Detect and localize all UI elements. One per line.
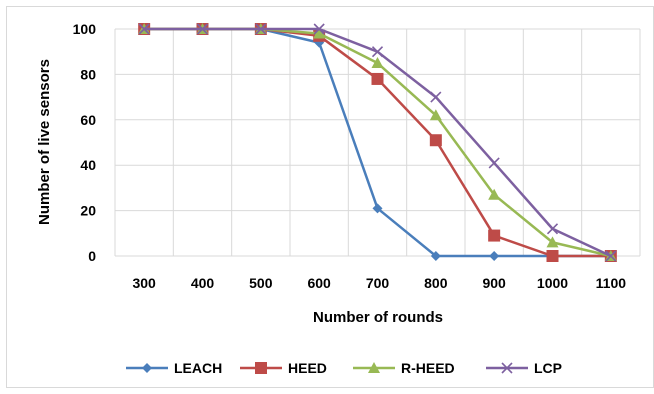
legend-item-lcp: LCP	[486, 360, 562, 376]
x-axis-title: Number of rounds	[313, 309, 443, 326]
r-heed-point	[313, 27, 326, 39]
legend-label-heed: HEED	[288, 360, 327, 376]
lcp-point-stroke	[138, 23, 150, 35]
x-tick-labels: 300 400 500 600 700 800 900 1000 1100	[132, 275, 626, 291]
leach-point	[430, 251, 441, 261]
series-r-heed	[138, 23, 617, 261]
x-tick-label: 400	[191, 275, 215, 291]
y-tick-label: 40	[80, 157, 96, 173]
series-layer	[138, 23, 617, 262]
legend-item-r-heed: R-HEED	[353, 360, 455, 376]
legend-label-lcp: LCP	[534, 360, 562, 376]
lcp-point-stroke	[430, 91, 442, 103]
heed-point	[429, 134, 442, 147]
series-lcp	[138, 23, 617, 262]
lcp-point-stroke	[313, 23, 325, 35]
legend-marker-lcp	[501, 362, 513, 374]
heed-point	[546, 250, 559, 262]
legend-label-r-heed: R-HEED	[401, 360, 455, 376]
legend-marker-lcp-stroke	[501, 362, 513, 374]
leach-point	[372, 203, 383, 214]
lcp-point-stroke	[255, 23, 267, 35]
x-tick-label: 600	[307, 275, 331, 291]
x-tick-label: 900	[482, 275, 506, 291]
legend-item-leach: LEACH	[126, 360, 222, 376]
lcp-point	[371, 46, 384, 58]
lcp-point-stroke	[371, 46, 384, 58]
lcp-point-stroke	[488, 157, 500, 169]
lcp-point	[196, 23, 209, 35]
x-tick-label: 1000	[537, 275, 568, 291]
lcp-point	[313, 23, 325, 35]
y-axis-title: Number of live sensors	[36, 59, 53, 225]
lcp-point-stroke	[546, 223, 559, 235]
legend-label-leach: LEACH	[174, 360, 222, 376]
x-tick-label: 800	[424, 275, 448, 291]
y-tick-label: 20	[80, 203, 96, 219]
lcp-point	[138, 23, 150, 35]
lcp-point-stroke	[196, 23, 209, 35]
lcp-point-stroke	[605, 250, 617, 262]
y-tick-label: 80	[80, 66, 96, 82]
y-tick-labels: 0 20 40 60 80 100	[73, 21, 97, 264]
x-tick-label: 500	[249, 275, 273, 291]
r-heed-point	[488, 188, 501, 200]
lcp-point	[488, 157, 500, 169]
legend-marker-heed	[255, 362, 267, 374]
lcp-point	[546, 223, 559, 235]
x-tick-label: 1100	[596, 275, 627, 291]
heed-point	[488, 229, 501, 242]
x-tick-label: 300	[132, 275, 156, 291]
lcp-point	[255, 23, 267, 35]
y-tick-label: 100	[73, 21, 97, 37]
heed-point	[371, 72, 384, 85]
r-heed-point	[371, 57, 384, 69]
legend-marker-r-heed	[368, 362, 380, 373]
y-tick-label: 60	[80, 112, 96, 128]
legend: LEACH HEED R-HEED LCP	[126, 360, 562, 376]
leach-point	[489, 251, 500, 261]
r-heed-point	[546, 236, 559, 248]
lcp-point	[430, 91, 442, 103]
y-tick-label: 0	[88, 248, 96, 264]
x-tick-label: 700	[366, 275, 390, 291]
lcp-point	[605, 250, 617, 262]
r-heed-point	[429, 109, 442, 121]
legend-item-heed: HEED	[240, 360, 327, 376]
legend-marker-leach	[142, 363, 152, 373]
